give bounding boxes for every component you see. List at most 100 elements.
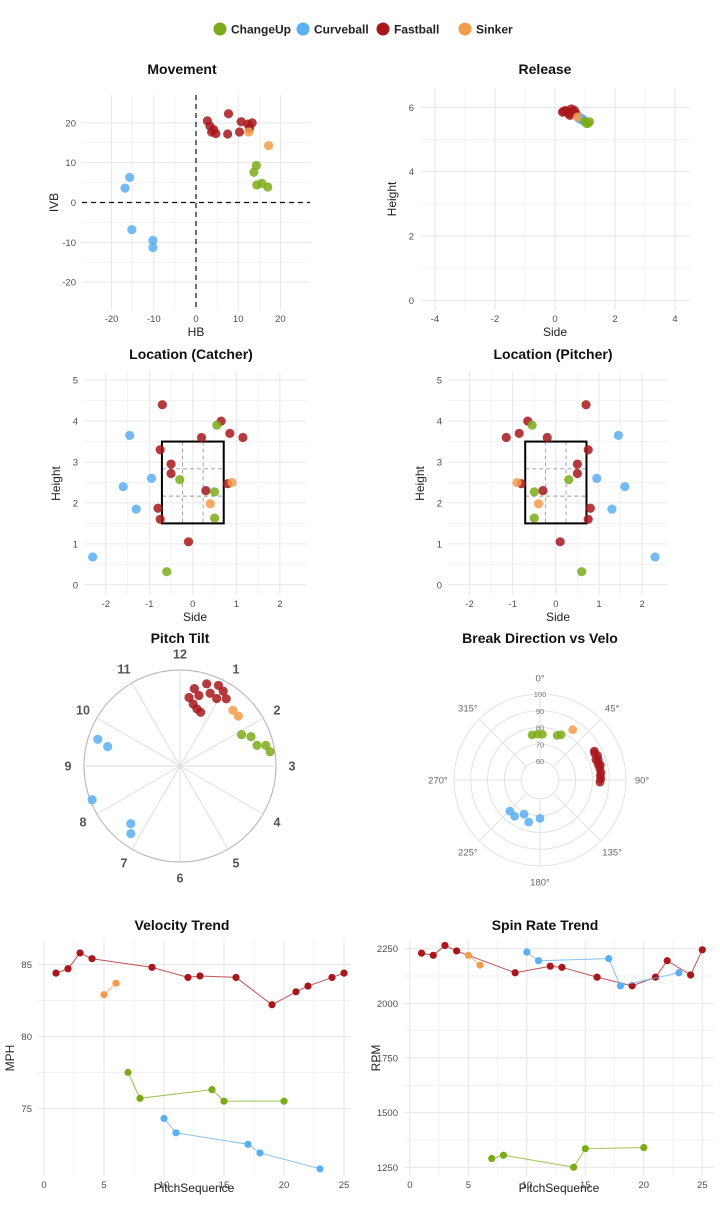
point-fastball [651, 973, 660, 981]
point-curveball [118, 481, 128, 492]
point-fastball [166, 459, 176, 469]
polar-ring [520, 760, 560, 800]
point-fastball [340, 969, 348, 977]
point-sinker [233, 711, 243, 721]
polar-spoke [553, 793, 602, 842]
chart-location_pitcher: -2 -1 0 1 2 0 1 2 3 4 5 Location (Pitcher) Side Heigh… [413, 346, 668, 624]
point-changeup [252, 740, 262, 750]
x-tick-label: 0 [407, 1180, 412, 1191]
y-tick-label: 4 [437, 417, 442, 428]
point-fastball [417, 949, 426, 957]
chart-title: Location (Pitcher) [493, 346, 612, 362]
point-changeup [640, 1143, 648, 1152]
tilt-hour-label: 11 [117, 663, 130, 677]
point-changeup [208, 1086, 216, 1094]
tilt-spoke [131, 765, 181, 850]
legend-label-sinker: Sinker [476, 23, 513, 37]
y-tick-label: 2000 [377, 999, 398, 1010]
x-axis-label: Side [546, 610, 570, 624]
point-curveball [88, 552, 98, 562]
point-fastball [183, 537, 194, 547]
point-changeup [236, 730, 247, 740]
point-fastball [542, 432, 552, 443]
point-fastball [155, 445, 165, 455]
point-fastball [218, 686, 228, 696]
point-changeup [220, 1097, 228, 1105]
chart-title: Pitch Tilt [151, 630, 210, 646]
point-fastball [501, 432, 511, 443]
point-curveball [127, 224, 137, 235]
y-tick-label: 75 [21, 1104, 32, 1115]
y-tick-label: 5 [73, 376, 78, 387]
x-axis-label: PitchSequence [519, 1181, 600, 1195]
polar-spoke [553, 718, 602, 767]
point-sinker [112, 979, 120, 987]
point-curveball [244, 1140, 252, 1148]
point-fastball [583, 514, 593, 524]
tilt-hour-label: 12 [173, 648, 187, 662]
tilt-hour-label: 7 [121, 856, 128, 870]
point-fastball [595, 760, 605, 770]
point-changeup [564, 475, 574, 485]
point-fastball [429, 951, 437, 959]
point-fastball [225, 428, 235, 438]
x-tick-label: 0 [553, 599, 558, 610]
x-tick-label: 0 [41, 1180, 46, 1191]
legend-label-changeup: ChangeUp [231, 23, 291, 37]
x-tick-label: 10 [522, 1180, 533, 1191]
y-tick-label: 2 [73, 498, 78, 509]
point-sinker [533, 499, 544, 509]
chart-break_direction: Break Direction vs Velo607080901000°45°9… [428, 630, 649, 889]
point-fastball [148, 963, 156, 971]
tilt-hour-label: 6 [177, 872, 184, 886]
x-tick-label: 5 [466, 1180, 471, 1191]
y-tick-label: 2 [437, 498, 442, 509]
point-fastball [572, 459, 583, 469]
point-fastball [572, 468, 583, 479]
point-changeup [249, 167, 259, 177]
point-fastball [52, 969, 60, 977]
x-tick-label: -2 [491, 314, 499, 325]
chart-title: Release [519, 61, 572, 77]
angle-label: 45° [605, 703, 620, 714]
x-axis-label: Side [183, 610, 207, 624]
point-changeup [581, 118, 592, 128]
point-curveball [592, 473, 602, 483]
point-sinker [227, 477, 237, 488]
chart-location_catcher: -2 -1 0 1 2 0 1 2 3 4 5 Location (Catcher) Side Heigh… [49, 346, 306, 624]
point-curveball [607, 504, 617, 514]
point-fastball [511, 969, 519, 977]
point-fastball [194, 690, 204, 701]
x-tick-label: -20 [105, 314, 119, 325]
y-tick-label: 4 [409, 167, 414, 178]
point-changeup [265, 747, 275, 757]
legend-swatch-changeup [213, 22, 227, 36]
y-tick-label: 1750 [377, 1054, 398, 1065]
y-tick-label: 2250 [377, 944, 398, 955]
point-changeup [280, 1097, 288, 1105]
point-curveball [172, 1129, 180, 1137]
angle-label: 180° [530, 878, 550, 889]
angle-label: 0° [535, 674, 544, 685]
x-tick-label: 10 [159, 1180, 170, 1191]
legend-label-curveball: Curveball [314, 23, 369, 37]
x-tick-label: -10 [147, 314, 161, 325]
point-changeup [529, 513, 539, 523]
point-changeup [136, 1094, 144, 1102]
chart-title: Velocity Trend [135, 917, 230, 933]
x-tick-label: 2 [612, 314, 617, 325]
y-tick-label: 5 [437, 376, 442, 387]
point-fastball [268, 1001, 276, 1009]
angle-label: 270° [428, 776, 448, 787]
point-fastball [196, 432, 207, 443]
chart-title: Location (Catcher) [129, 346, 253, 362]
x-tick-label: -1 [508, 599, 516, 610]
point-changeup [263, 182, 273, 192]
point-curveball [650, 552, 660, 562]
y-tick-label: 4 [73, 417, 78, 428]
point-fastball [221, 694, 231, 704]
tilt-hour-label: 2 [274, 704, 281, 718]
point-fastball [234, 127, 245, 137]
point-fastball [223, 129, 233, 139]
